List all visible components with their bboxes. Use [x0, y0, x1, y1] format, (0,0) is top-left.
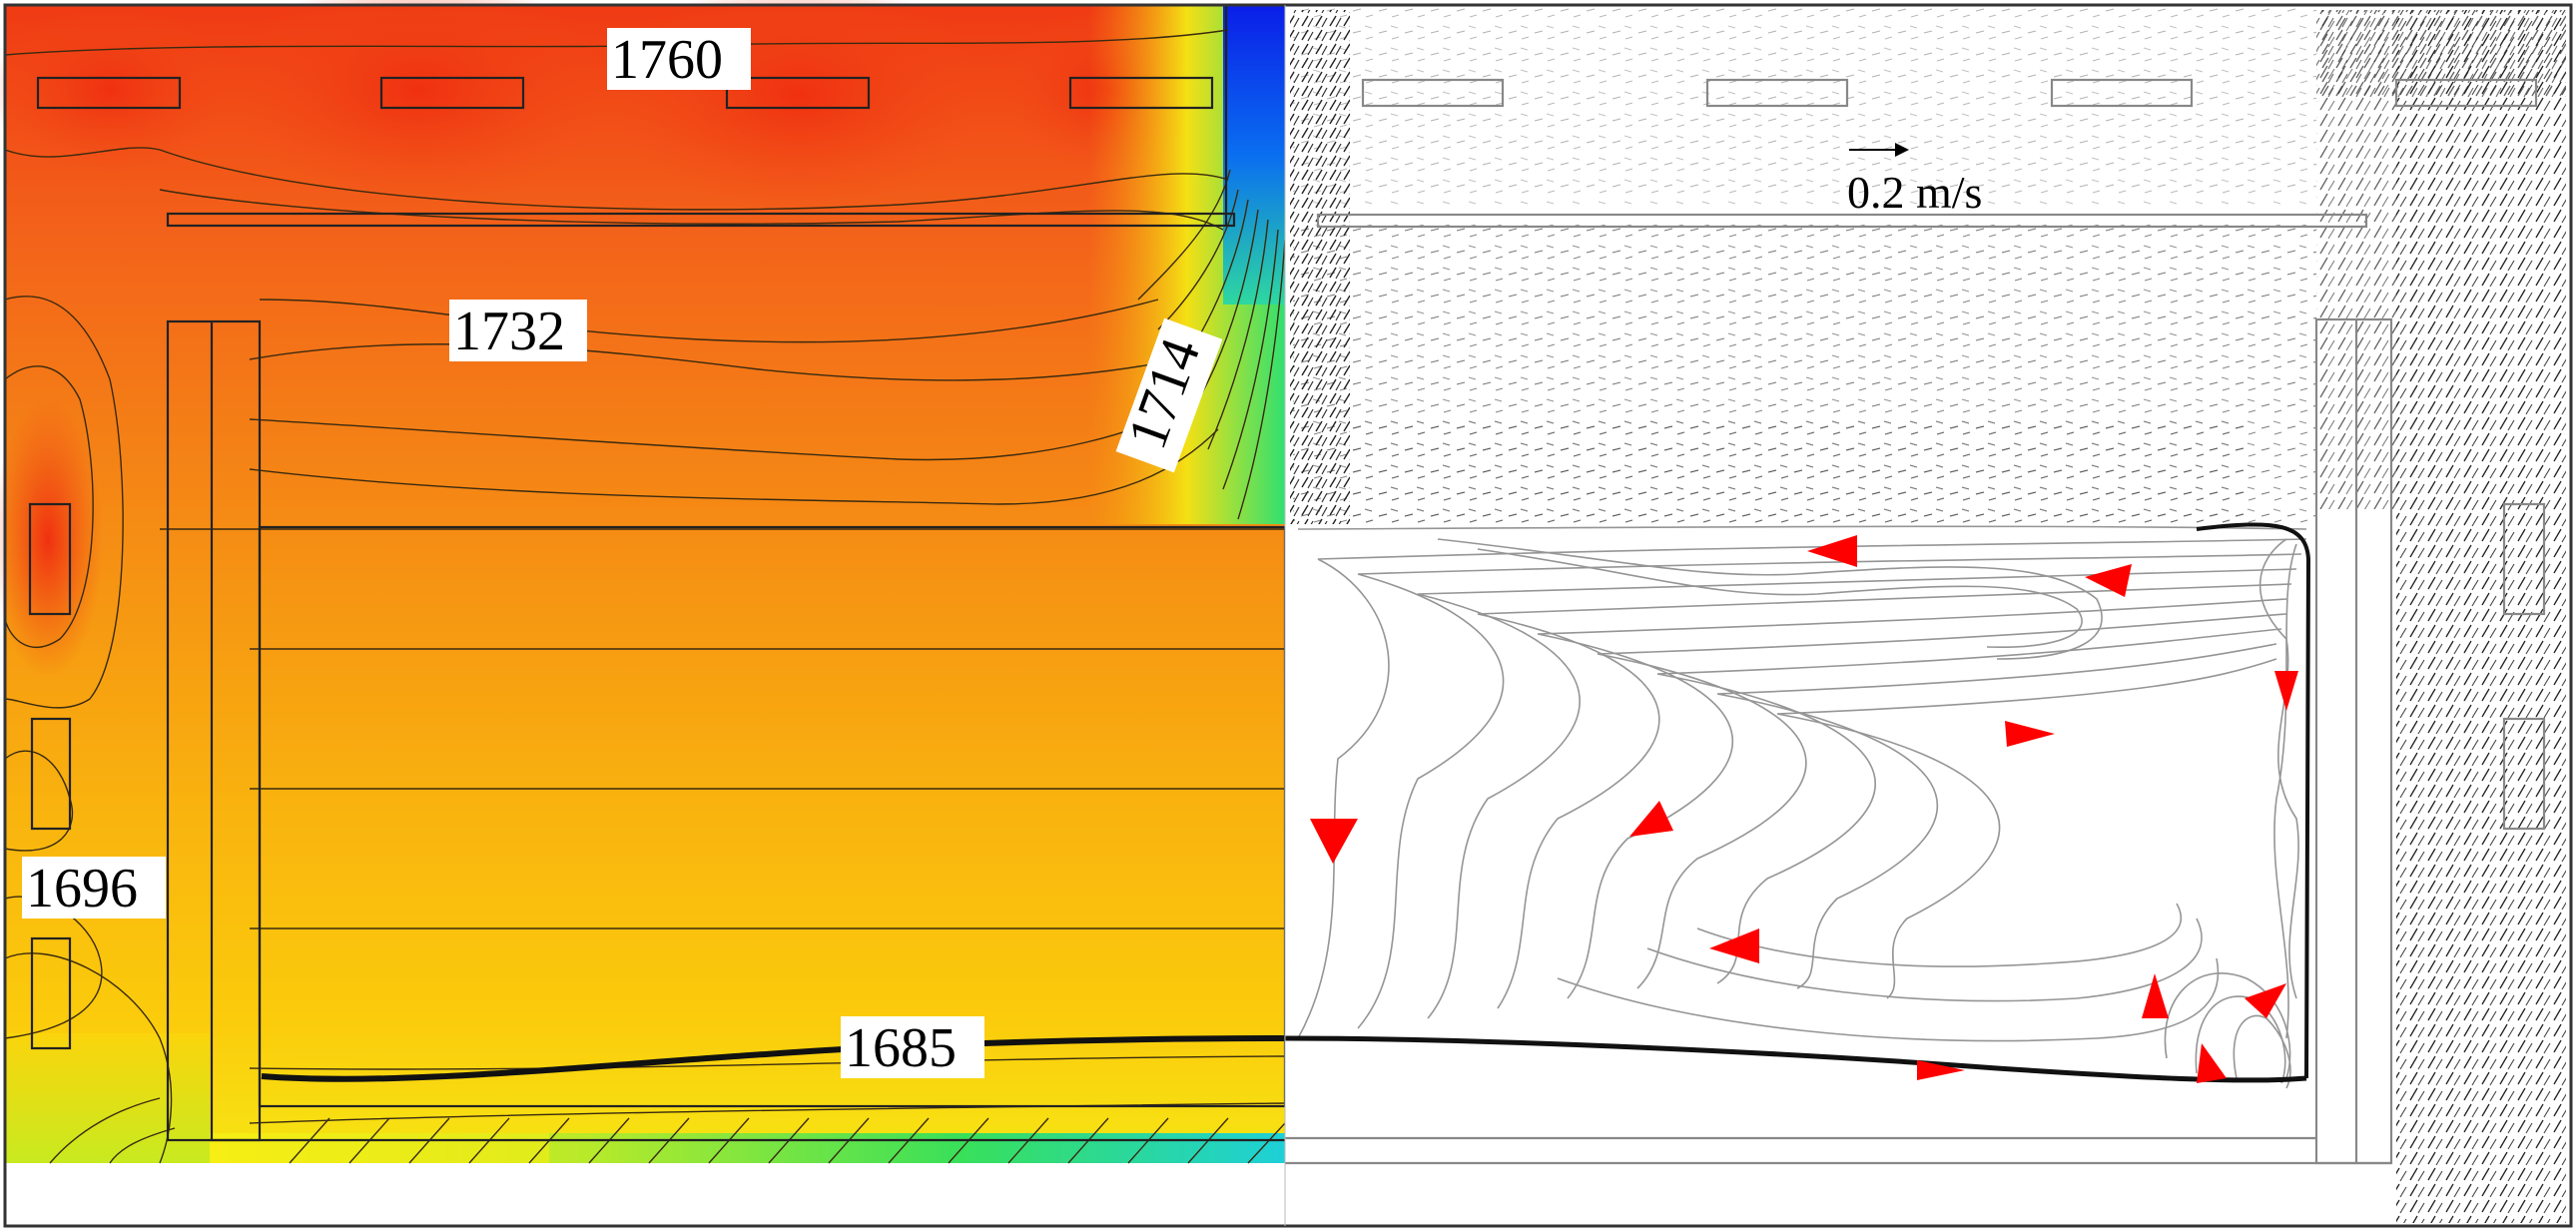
flow-arrow	[2005, 721, 2055, 747]
figure-frame	[3, 3, 2573, 1228]
furnace-structure-left	[28, 5, 1287, 1142]
flow-arrow	[2142, 973, 2169, 1018]
contour-label-top: 1760	[611, 29, 723, 91]
contour-label-left: 1696	[26, 858, 138, 920]
velocity-scale: 0.2 m/s	[1847, 143, 1982, 218]
flow-arrow	[2197, 1043, 2227, 1083]
flow-arrow	[2245, 983, 2286, 1018]
contour-label-middle: 1732	[453, 301, 565, 362]
temperature-field	[0, 0, 1285, 1163]
flow-arrow	[1629, 801, 1673, 837]
contour-labels: 1760 1732 1714 1696 1685	[22, 28, 1223, 1079]
velocity-scale-label: 0.2 m/s	[1847, 167, 1982, 218]
flow-arrow	[1917, 1060, 1965, 1080]
contour-label-liquidus: 1685	[845, 1017, 957, 1079]
flow-arrow	[2085, 564, 2132, 597]
flow-arrow	[1709, 928, 1759, 963]
flow-arrow	[1310, 819, 1358, 864]
flow-arrow	[1807, 535, 1857, 567]
flow-arrows	[1310, 535, 2298, 1083]
furnace-structure-right	[1285, 78, 2546, 1165]
melt-boundary	[2196, 522, 2311, 1079]
flow-arrow	[2274, 671, 2298, 711]
